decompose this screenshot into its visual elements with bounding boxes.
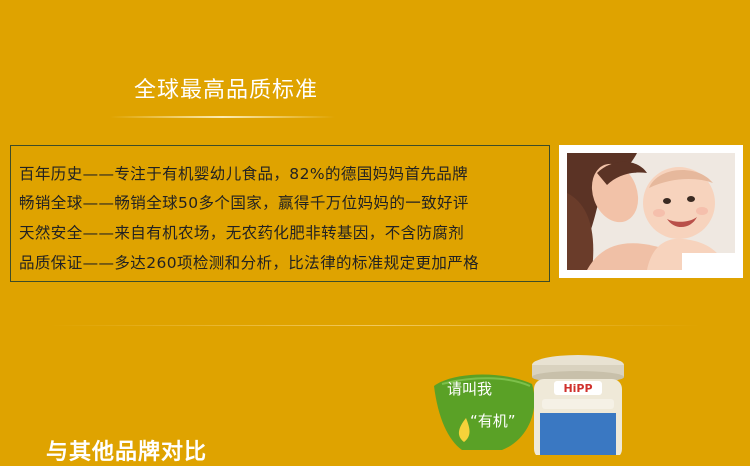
title-underline <box>110 116 335 118</box>
feature-line: 畅销全球——畅销全球50多个国家，赢得千万位妈妈的一致好评 <box>19 194 469 212</box>
section-title: 全球最高品质标准 <box>133 78 318 103</box>
hipp-jar-image: HiPP <box>532 355 624 455</box>
organic-leaf-badge <box>434 374 535 450</box>
badge-text-line1: 请叫我 <box>447 380 493 398</box>
jar-brand-label: HiPP <box>563 382 592 395</box>
section-divider <box>50 325 700 326</box>
photo-frame <box>559 145 743 278</box>
feature-line: 天然安全——来自有机农场，无农药化肥非转基因，不含防腐剂 <box>19 224 465 242</box>
comparison-section-title: 与其他品牌对比 <box>46 440 208 465</box>
badge-text-line2: “有机” <box>470 412 516 430</box>
feature-line: 品质保证——多达260项检测和分析，比法律的标准规定更加严格 <box>19 254 480 272</box>
mother-baby-photo <box>567 153 735 270</box>
feature-box: 百年历史——专注于有机婴幼儿食品，82%的德国妈妈首先品牌 畅销全球——畅销全球… <box>10 145 550 282</box>
feature-line: 百年历史——专注于有机婴幼儿食品，82%的德国妈妈首先品牌 <box>19 165 469 183</box>
